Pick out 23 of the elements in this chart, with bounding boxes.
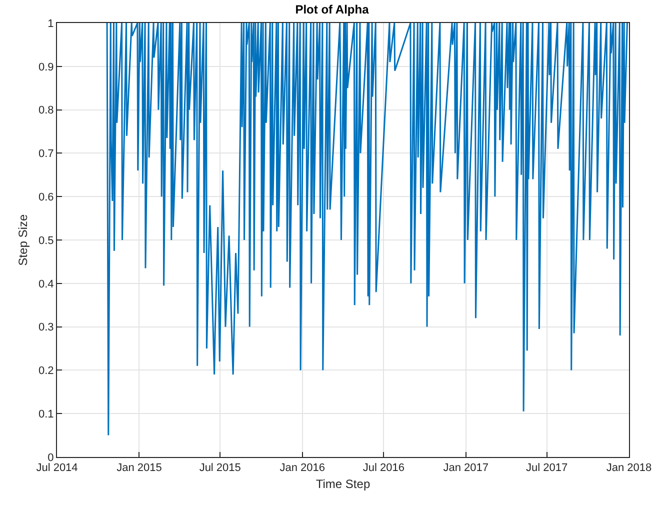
y-tick-label: 0.5 <box>38 234 54 247</box>
y-tick-label: 0.7 <box>38 148 54 160</box>
y-tick-label: 0.8 <box>38 104 54 117</box>
x-tick-label: Jan 2015 <box>116 462 162 474</box>
y-tick-label: 0.9 <box>38 61 54 74</box>
x-tick-label: Jan 2016 <box>280 462 325 474</box>
line-series <box>106 23 628 436</box>
y-tick-label: 1 <box>48 18 54 30</box>
x-axis-title: Time Step <box>316 477 370 492</box>
x-tick-label: Jan 2018 <box>606 462 652 474</box>
x-tick-label: Jul 2016 <box>362 462 404 474</box>
x-tick-label: Jul 2017 <box>526 462 568 474</box>
y-tick-label: 0.6 <box>38 191 54 204</box>
y-axis-title: Step Size <box>16 214 30 266</box>
x-tick-label: Jul 2014 <box>36 462 78 474</box>
x-tick-label: Jan 2017 <box>443 462 489 474</box>
y-tick-label: 0.4 <box>38 278 54 290</box>
x-tick-label: Jul 2015 <box>199 462 241 474</box>
chart-title: Plot of Alpha <box>295 2 370 17</box>
y-tick-label: 0 <box>48 452 54 464</box>
y-tick-label: 0.2 <box>38 365 54 378</box>
y-tick-label: 0.1 <box>38 408 54 420</box>
y-tick-label: 0.3 <box>38 322 54 334</box>
